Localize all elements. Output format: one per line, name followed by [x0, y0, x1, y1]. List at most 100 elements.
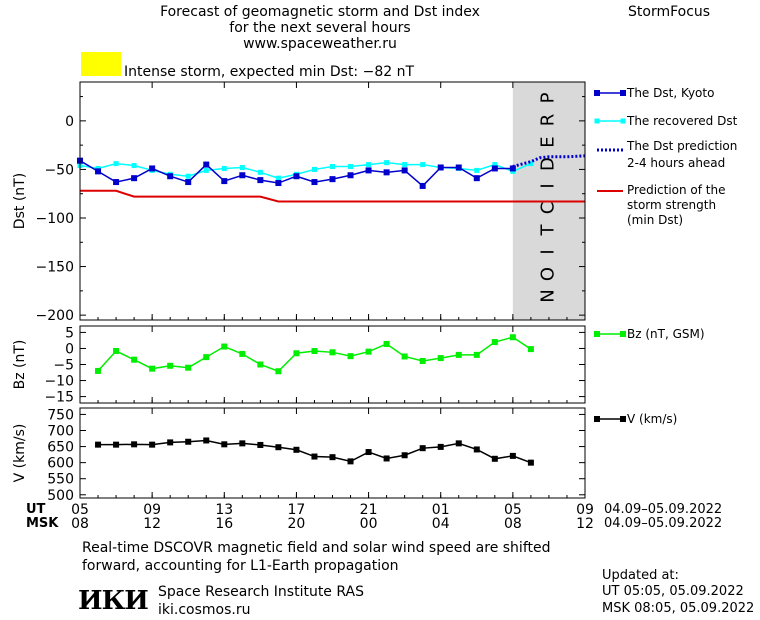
- recovered-point: [221, 165, 227, 171]
- legend-recovered-marker: [594, 118, 600, 124]
- dst-point: [383, 169, 390, 176]
- v-point: [131, 441, 138, 448]
- brand-label: StormFocus: [628, 4, 711, 20]
- bz-point: [167, 362, 174, 369]
- bz-point: [437, 355, 444, 362]
- ut-tick-label: 17: [288, 502, 306, 518]
- dst-point: [221, 178, 228, 185]
- legend-v-marker: [620, 416, 626, 422]
- v-point: [113, 441, 120, 448]
- msk-tick-label: 20: [288, 516, 306, 532]
- v-point: [293, 446, 300, 453]
- y-tick-label: 600: [47, 456, 74, 472]
- legend-strength-line1: Prediction of the: [627, 183, 726, 197]
- bz-point: [527, 346, 534, 353]
- bz-point: [275, 368, 282, 375]
- chart-title-line-3: www.spaceweather.ru: [243, 36, 397, 52]
- ut-tick-label: 13: [215, 502, 233, 518]
- ut-tick-label: 05: [71, 502, 89, 518]
- bz-point: [203, 354, 210, 361]
- dst-point: [419, 182, 426, 189]
- recovered-point: [203, 167, 209, 173]
- bz-point: [239, 350, 246, 357]
- ut-axis-label: UT: [26, 502, 46, 517]
- dst-point: [203, 161, 210, 168]
- legend-v-marker: [594, 416, 600, 422]
- v-point: [311, 453, 318, 460]
- ut-tick-label: 09: [143, 502, 161, 518]
- dst-point: [239, 172, 246, 179]
- dst-point: [167, 173, 174, 180]
- dst-point: [131, 175, 138, 182]
- msk-tick-label: 12: [143, 516, 161, 532]
- recovered-point: [348, 164, 354, 170]
- ut-tick-label: 05: [504, 502, 522, 518]
- recovered-point: [257, 169, 263, 175]
- prediction-letter: R: [537, 114, 558, 127]
- msk-axis-label: MSK: [26, 516, 59, 531]
- v-point: [185, 438, 192, 445]
- recovered-point: [366, 162, 372, 168]
- recovered-point: [185, 173, 191, 179]
- v-point: [437, 443, 444, 450]
- ut-date-range: 04.09–05.09.2022: [604, 502, 723, 517]
- y-tick-label: −150: [36, 260, 74, 276]
- v-point: [365, 449, 372, 456]
- bz-point: [113, 348, 120, 355]
- updated-ut: UT 05:05, 05.09.2022: [602, 584, 744, 599]
- y-axis-label: Bz (nT): [12, 340, 28, 390]
- prediction-letter: N: [537, 289, 558, 302]
- legend-dst-marker: [594, 90, 600, 96]
- msk-tick-label: 00: [360, 516, 378, 532]
- iki-logo: ИКИ: [78, 586, 149, 616]
- v-point: [221, 441, 228, 448]
- v-point: [527, 459, 534, 466]
- y-tick-label: 650: [47, 440, 74, 456]
- legend-bz-marker: [620, 331, 626, 337]
- y-tick-label: −10: [44, 374, 74, 390]
- prediction-letter: I: [537, 183, 558, 188]
- dst-point: [401, 167, 408, 174]
- footer-note-line-1: Real-time DSCOVR magnetic field and sola…: [82, 540, 551, 556]
- msk-tick-label: 04: [432, 516, 450, 532]
- bz-point: [365, 348, 372, 355]
- bz-point: [347, 353, 354, 360]
- legend-prediction-line2: 2-4 hours ahead: [627, 156, 725, 170]
- dst-point: [149, 165, 156, 172]
- bz-point: [509, 334, 516, 341]
- bz-point: [473, 351, 480, 358]
- dst-point: [185, 179, 192, 186]
- institute-website: iki.cosmos.ru: [158, 602, 251, 618]
- recovered-line: [79, 161, 532, 179]
- v-point: [383, 455, 390, 462]
- legend-strength-line3: (min Dst): [627, 213, 683, 227]
- bz-point: [95, 367, 102, 374]
- v-point: [491, 455, 498, 462]
- v-point: [257, 441, 264, 448]
- y-tick-label: 750: [47, 407, 74, 423]
- y-tick-label: 500: [47, 488, 74, 504]
- dst-point: [455, 164, 462, 171]
- dst-point: [257, 177, 264, 184]
- y-axis-label: Dst (nT): [12, 173, 28, 229]
- bz-point: [221, 343, 228, 350]
- bz-point: [455, 351, 462, 358]
- v-point: [509, 452, 516, 459]
- ut-tick-label: 09: [576, 502, 594, 518]
- legend-dst-marker: [620, 90, 626, 96]
- y-tick-label: 700: [47, 424, 74, 440]
- recovered-point: [113, 161, 119, 167]
- chart-title-line-1: Forecast of geomagnetic storm and Dst in…: [160, 4, 480, 20]
- bz-point: [185, 364, 192, 371]
- bz-line: [97, 336, 532, 373]
- dst-point: [509, 165, 516, 172]
- recovered-point: [384, 160, 390, 166]
- legend-bz: Bz (nT, GSM): [627, 327, 705, 341]
- y-tick-label: −100: [36, 211, 74, 227]
- legend-prediction-line1: The Dst prediction: [626, 139, 737, 153]
- prediction-letter: D: [537, 157, 558, 171]
- prediction-letter: T: [537, 224, 558, 237]
- y-tick-label: −15: [44, 390, 74, 406]
- footer-note-line-2: forward, accounting for L1-Earth propaga…: [82, 558, 399, 574]
